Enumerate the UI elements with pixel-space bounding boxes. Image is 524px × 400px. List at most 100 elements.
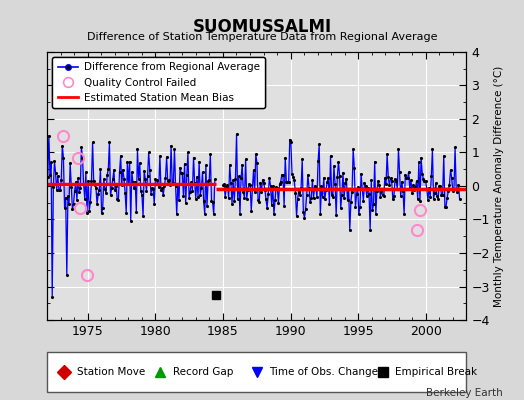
- Point: [220, 181, 228, 188]
- Point: [444, 188, 452, 194]
- Point: [93, 201, 101, 208]
- Point: [417, 154, 425, 161]
- Point: [238, 161, 246, 168]
- Point: [309, 195, 318, 201]
- Point: [120, 175, 128, 182]
- Point: [122, 210, 130, 216]
- Point: [123, 159, 132, 165]
- Point: [265, 174, 274, 181]
- Point: [237, 175, 245, 182]
- Point: [147, 190, 155, 197]
- Point: [330, 163, 338, 170]
- Point: [281, 154, 289, 161]
- Point: [333, 174, 342, 180]
- Point: [276, 181, 284, 187]
- Point: [161, 175, 170, 181]
- Point: [86, 199, 94, 206]
- Point: [336, 205, 345, 211]
- Point: [227, 180, 235, 186]
- Point: [125, 158, 134, 165]
- Point: [230, 198, 238, 204]
- Point: [91, 182, 99, 188]
- Point: [439, 192, 447, 198]
- Point: [386, 175, 395, 182]
- Point: [266, 183, 275, 189]
- Point: [361, 180, 369, 186]
- Point: [152, 177, 161, 183]
- Point: [194, 193, 202, 200]
- Point: [102, 190, 110, 196]
- Point: [312, 185, 320, 191]
- Point: [332, 212, 341, 219]
- Point: [177, 170, 185, 176]
- Point: [375, 182, 384, 188]
- Point: [421, 178, 430, 184]
- Point: [262, 196, 270, 203]
- Point: [393, 186, 401, 192]
- Point: [107, 185, 116, 191]
- Point: [241, 195, 249, 202]
- Point: [131, 179, 139, 186]
- Point: [362, 183, 370, 189]
- Point: [269, 183, 277, 190]
- Text: Record Gap: Record Gap: [173, 367, 233, 377]
- Point: [293, 195, 302, 202]
- Point: [377, 188, 386, 194]
- Point: [253, 159, 261, 166]
- Point: [165, 177, 173, 183]
- Point: [205, 177, 213, 183]
- Point: [453, 189, 462, 196]
- Point: [52, 187, 61, 194]
- Point: [139, 213, 147, 219]
- Point: [369, 201, 378, 208]
- Point: [141, 176, 149, 182]
- Point: [334, 158, 343, 165]
- Point: [89, 139, 97, 146]
- Point: [92, 185, 100, 191]
- Point: [172, 211, 181, 218]
- Point: [392, 178, 400, 184]
- Point: [150, 201, 158, 208]
- Point: [234, 196, 242, 202]
- Point: [224, 194, 233, 201]
- Point: [287, 139, 295, 146]
- Point: [43, 174, 52, 180]
- Point: [83, 210, 91, 216]
- Point: [366, 226, 374, 233]
- Point: [355, 211, 363, 218]
- Point: [339, 169, 347, 176]
- Point: [51, 170, 60, 176]
- Point: [90, 178, 98, 184]
- Point: [279, 172, 287, 178]
- Point: [188, 188, 196, 194]
- Point: [209, 199, 217, 206]
- Point: [341, 180, 350, 186]
- Point: [368, 207, 377, 213]
- Point: [69, 200, 78, 207]
- Point: [239, 189, 247, 195]
- Point: [435, 182, 443, 189]
- Point: [364, 184, 372, 191]
- Point: [433, 193, 441, 199]
- Point: [383, 151, 391, 157]
- Point: [455, 196, 464, 202]
- Point: [280, 203, 288, 210]
- Point: [196, 192, 204, 198]
- Point: [273, 185, 281, 191]
- Point: [105, 139, 114, 146]
- Point: [299, 209, 308, 216]
- Point: [418, 171, 427, 177]
- Point: [274, 200, 282, 206]
- Point: [301, 206, 310, 212]
- Point: [110, 167, 118, 173]
- Point: [80, 181, 88, 187]
- Point: [180, 161, 189, 167]
- Point: [351, 204, 359, 210]
- Point: [221, 194, 230, 200]
- Point: [352, 191, 361, 198]
- Point: [315, 141, 323, 147]
- Point: [211, 176, 219, 183]
- Point: [291, 190, 300, 196]
- Point: [65, 200, 73, 207]
- Point: [115, 169, 124, 176]
